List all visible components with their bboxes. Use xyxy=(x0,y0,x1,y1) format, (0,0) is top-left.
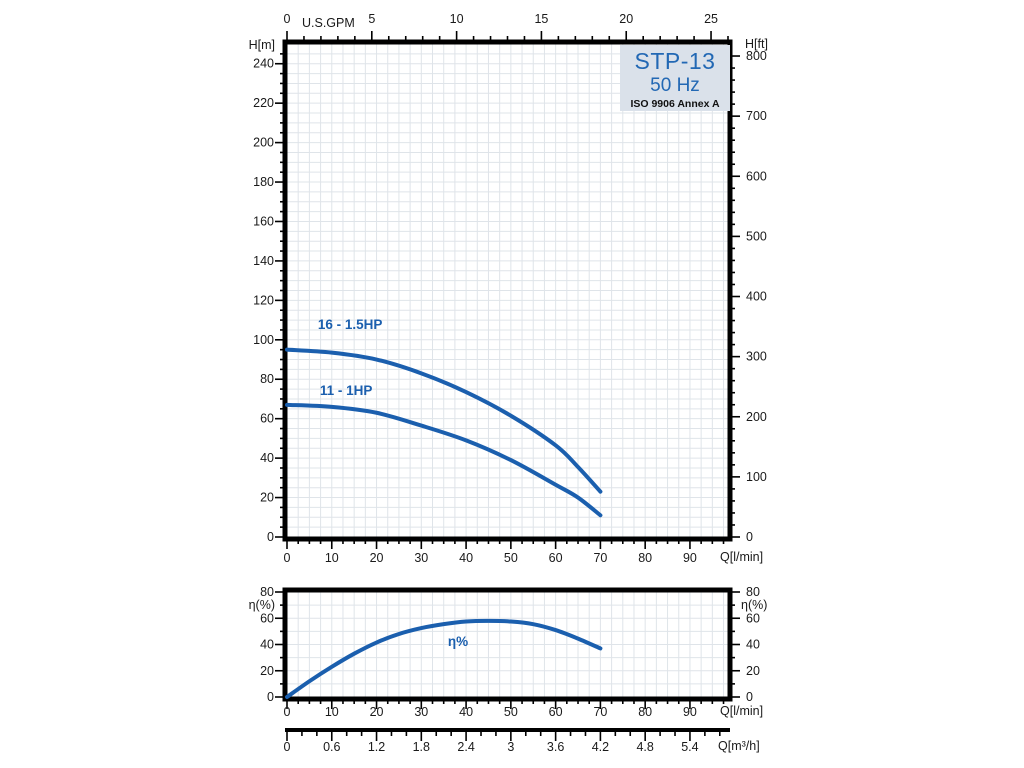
axis-title-eta-left: η(%) xyxy=(248,598,275,612)
svg-text:60: 60 xyxy=(549,551,563,565)
svg-text:1.8: 1.8 xyxy=(413,740,430,754)
title-box: STP-13 50 Hz ISO 9906 Annex A xyxy=(620,45,730,111)
curve-label: η% xyxy=(448,634,468,649)
axis-title-us-gpm: U.S.GPM xyxy=(302,16,355,30)
grid-efficiency xyxy=(287,592,728,697)
svg-text:600: 600 xyxy=(746,169,767,183)
svg-text:30: 30 xyxy=(414,551,428,565)
svg-text:2.4: 2.4 xyxy=(457,740,474,754)
svg-text:80: 80 xyxy=(638,551,652,565)
svg-text:100: 100 xyxy=(746,470,767,484)
svg-text:4.2: 4.2 xyxy=(592,740,609,754)
svg-text:10: 10 xyxy=(325,551,339,565)
svg-text:5.4: 5.4 xyxy=(681,740,698,754)
svg-text:160: 160 xyxy=(253,214,274,228)
svg-text:60: 60 xyxy=(260,412,274,426)
svg-text:80: 80 xyxy=(260,372,274,386)
svg-text:4.8: 4.8 xyxy=(636,740,653,754)
svg-text:0: 0 xyxy=(746,530,753,544)
svg-text:700: 700 xyxy=(746,109,767,123)
curve--% xyxy=(285,618,603,699)
svg-text:20: 20 xyxy=(619,12,633,26)
svg-text:90: 90 xyxy=(683,551,697,565)
svg-text:100: 100 xyxy=(253,333,274,347)
svg-text:0: 0 xyxy=(284,740,291,754)
pump-model: STP-13 xyxy=(634,48,716,74)
svg-text:3.6: 3.6 xyxy=(547,740,564,754)
svg-text:25: 25 xyxy=(704,12,718,26)
svg-text:40: 40 xyxy=(459,551,473,565)
svg-text:0: 0 xyxy=(267,530,274,544)
svg-text:120: 120 xyxy=(253,293,274,307)
svg-text:20: 20 xyxy=(370,551,384,565)
svg-text:0: 0 xyxy=(746,690,753,704)
svg-text:20: 20 xyxy=(370,705,384,719)
svg-text:3: 3 xyxy=(507,740,514,754)
svg-text:10: 10 xyxy=(450,12,464,26)
curve-label: 11 - 1HP xyxy=(320,383,373,398)
svg-text:0: 0 xyxy=(284,12,291,26)
ticks-efficiency xyxy=(275,591,740,741)
svg-text:90: 90 xyxy=(683,705,697,719)
iso-standard: ISO 9906 Annex A xyxy=(630,98,720,110)
svg-text:140: 140 xyxy=(253,254,274,268)
svg-text:200: 200 xyxy=(253,136,274,150)
svg-text:60: 60 xyxy=(746,611,760,625)
svg-text:80: 80 xyxy=(260,585,274,599)
svg-text:20: 20 xyxy=(260,491,274,505)
svg-text:5: 5 xyxy=(368,12,375,26)
svg-text:180: 180 xyxy=(253,175,274,189)
svg-text:0: 0 xyxy=(267,690,274,704)
curve-label: 16 - 1.5HP xyxy=(318,317,383,332)
svg-text:40: 40 xyxy=(459,705,473,719)
svg-text:60: 60 xyxy=(549,705,563,719)
svg-text:80: 80 xyxy=(746,585,760,599)
svg-text:220: 220 xyxy=(253,96,274,110)
tick-labels-efficiency: 0 10 20 30 40 50 60 70 80 90 0 20 40 60 80 0 20 40 60 80 0 0.… xyxy=(260,585,760,754)
svg-text:20: 20 xyxy=(260,664,274,678)
svg-text:800: 800 xyxy=(746,49,767,63)
svg-text:15: 15 xyxy=(534,12,548,26)
pump-frequency: 50 Hz xyxy=(650,75,700,96)
chart-efficiency: 0 10 20 30 40 50 60 70 80 90 0 20 40 60 80 0 20 40 60 80 0 0.… xyxy=(260,585,760,754)
svg-text:1.2: 1.2 xyxy=(368,740,385,754)
axis-title-h-ft: H[ft] xyxy=(745,37,768,51)
svg-text:10: 10 xyxy=(325,705,339,719)
axis-title-eta-right: η(%) xyxy=(741,598,768,612)
axis-title-h-m: H[m] xyxy=(248,38,275,52)
svg-text:50: 50 xyxy=(504,551,518,565)
axis-title-q-m3h: Q[m³/h] xyxy=(718,739,760,753)
axis-title-q-lmin-lower: Q[l/min] xyxy=(720,704,764,718)
svg-text:70: 70 xyxy=(593,551,607,565)
svg-text:40: 40 xyxy=(746,638,760,652)
curve-16-1-5hp xyxy=(285,347,603,494)
curve-11-1hp xyxy=(285,402,603,518)
svg-text:40: 40 xyxy=(260,451,274,465)
svg-text:200: 200 xyxy=(746,410,767,424)
axis-title-q-lmin-main: Q[l/min] xyxy=(720,550,764,564)
svg-text:0: 0 xyxy=(284,551,291,565)
svg-text:0: 0 xyxy=(284,705,291,719)
ticks-head-flow xyxy=(275,31,740,549)
svg-text:500: 500 xyxy=(746,229,767,243)
svg-text:0.6: 0.6 xyxy=(323,740,340,754)
svg-text:60: 60 xyxy=(260,611,274,625)
svg-text:300: 300 xyxy=(746,350,767,364)
grid-head-flow xyxy=(287,44,728,537)
svg-text:50: 50 xyxy=(504,705,518,719)
chart-head-flow: 0 10 20 30 40 50 60 70 80 90 0 5 10 15 20 25 0 20 40 60 80 10… xyxy=(253,12,767,565)
tick-labels-head-flow: 0 10 20 30 40 50 60 70 80 90 0 5 10 15 20 25 0 20 40 60 80 10… xyxy=(253,12,767,565)
svg-text:240: 240 xyxy=(253,57,274,71)
svg-text:40: 40 xyxy=(260,638,274,652)
svg-text:20: 20 xyxy=(746,664,760,678)
svg-text:70: 70 xyxy=(593,705,607,719)
svg-text:30: 30 xyxy=(414,705,428,719)
svg-text:400: 400 xyxy=(746,290,767,304)
svg-text:80: 80 xyxy=(638,705,652,719)
